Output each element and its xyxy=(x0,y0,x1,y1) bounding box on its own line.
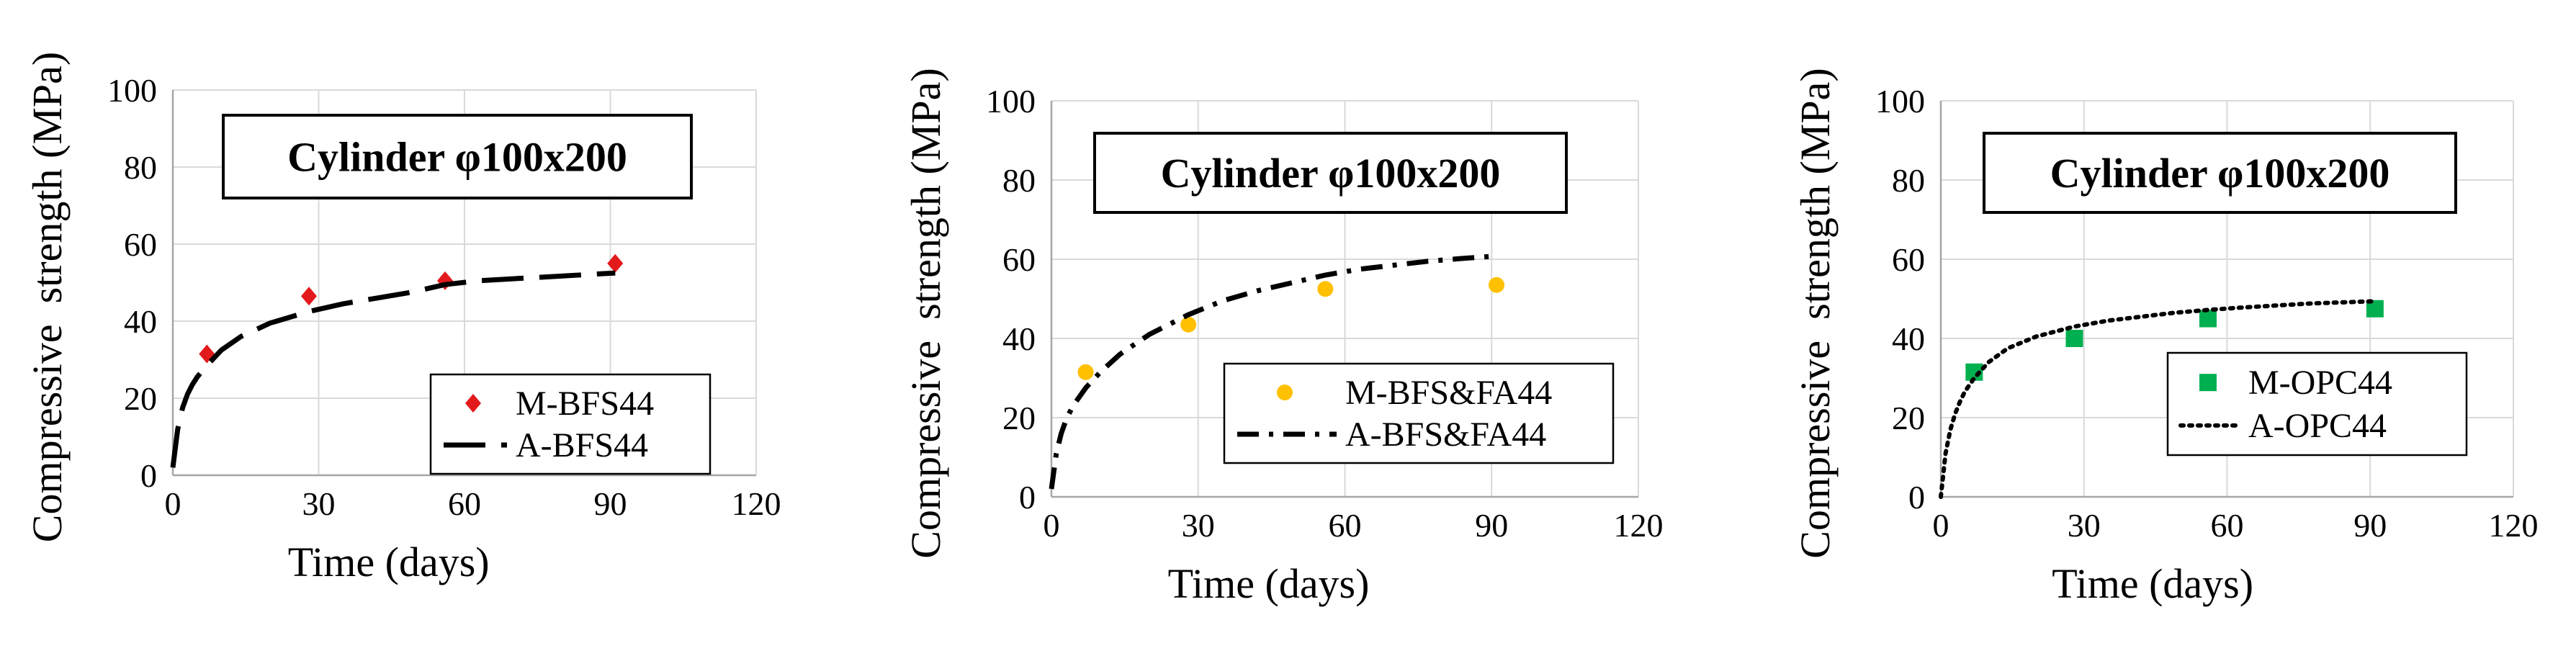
x-tick-label: 90 xyxy=(1475,507,1508,544)
legend-label: A-BFS44 xyxy=(516,426,648,464)
y-tick-label: 20 xyxy=(1892,400,1925,436)
y-tick-label: 20 xyxy=(1002,400,1036,436)
x-tick-label: 120 xyxy=(2489,507,2539,544)
chart-title-box xyxy=(1093,132,1568,214)
legend-label: M-BFS&FA44 xyxy=(1345,374,1552,412)
x-tick-label: 60 xyxy=(448,485,481,522)
chart-panel-3: 0 30 60 90 120 0 20 40 60 80 100 Time (days) Compres… xyxy=(1792,68,2539,607)
x-axis-label: Time (days) xyxy=(288,539,490,585)
x-tick-label: 60 xyxy=(1329,507,1362,544)
y-axis-label: Compressive strength (MPa) xyxy=(902,68,949,558)
y-tick-label: 20 xyxy=(124,380,157,417)
legend-marker-M-BFS44 xyxy=(465,394,481,413)
chart-title: Cylinder φ100x200 xyxy=(1161,150,1501,197)
legend-label: A-OPC44 xyxy=(2248,407,2387,445)
legend-box xyxy=(1223,362,1615,464)
x-tick-label: 120 xyxy=(732,485,781,522)
y-tick-label: 0 xyxy=(1019,479,1036,516)
data-point-M-BFS44 xyxy=(607,253,624,273)
x-tick-label: 0 xyxy=(1933,507,1949,544)
x-tick-label: 30 xyxy=(1182,507,1215,544)
chart-title-box xyxy=(1983,132,2457,214)
legend-label: M-BFS44 xyxy=(516,385,654,423)
x-axis-label: Time (days) xyxy=(2052,560,2253,607)
y-tick-label: 60 xyxy=(124,226,157,263)
y-tick-label: 80 xyxy=(1002,162,1036,199)
chart-title: Cylinder φ100x200 xyxy=(2050,150,2390,197)
data-point-M-BFS&FA44 xyxy=(1077,364,1094,380)
y-tick-label: 40 xyxy=(124,303,157,340)
y-tick-label: 100 xyxy=(1875,83,1925,120)
legend-label: M-OPC44 xyxy=(2248,364,2392,402)
legend-box xyxy=(2166,351,2468,457)
y-tick-label: 100 xyxy=(107,72,157,109)
x-tick-label: 120 xyxy=(1614,507,1664,544)
chart-title-box xyxy=(222,114,693,199)
y-tick-label: 40 xyxy=(1892,320,1925,357)
y-tick-label: 80 xyxy=(124,149,157,186)
y-axis-label: Compressive strength (MPa) xyxy=(1792,68,1839,558)
y-tick-label: 60 xyxy=(1002,241,1036,278)
y-tick-label: 60 xyxy=(1892,241,1925,278)
x-tick-label: 0 xyxy=(165,485,181,522)
data-point-M-BFS&FA44 xyxy=(1489,277,1505,293)
chart-panel-2: 0 30 60 90 120 0 20 40 60 80 100 Time (days) Compres… xyxy=(902,68,1664,607)
x-tick-label: 90 xyxy=(594,485,627,522)
data-point-M-BFS44 xyxy=(301,287,317,306)
y-tick-label: 0 xyxy=(1908,479,1925,516)
data-point-M-OPC44 xyxy=(2065,330,2083,347)
x-tick-label: 30 xyxy=(302,485,336,522)
y-tick-label: 0 xyxy=(140,457,157,494)
x-tick-label: 0 xyxy=(1044,507,1060,544)
legend-marker-M-OPC44 xyxy=(2199,374,2217,392)
y-tick-label: 40 xyxy=(1002,320,1036,357)
data-point-M-OPC44 xyxy=(2199,310,2217,328)
data-point-M-BFS&FA44 xyxy=(1317,281,1334,297)
legend-label: A-BFS&FA44 xyxy=(1345,415,1546,454)
y-axis-label: Compressive strength (MPa) xyxy=(24,52,71,542)
x-axis-label: Time (days) xyxy=(1168,560,1370,607)
legend-box xyxy=(429,373,712,475)
data-point-M-BFS&FA44 xyxy=(1180,316,1197,333)
x-tick-label: 90 xyxy=(2353,507,2387,544)
y-tick-label: 80 xyxy=(1892,162,1925,199)
legend-marker-M-BFS&FA44 xyxy=(1277,385,1293,401)
chart-title: Cylinder φ100x200 xyxy=(287,134,627,181)
x-tick-label: 30 xyxy=(2068,507,2101,544)
x-tick-label: 60 xyxy=(2211,507,2244,544)
series-line-A-OPC44 xyxy=(1939,299,2377,499)
y-tick-label: 100 xyxy=(986,83,1036,120)
chart-panel-1: 0 30 60 90 120 0 20 40 60 80 100 Time (days) Compres… xyxy=(24,52,781,585)
series-line-A-BFS44 xyxy=(170,270,616,468)
